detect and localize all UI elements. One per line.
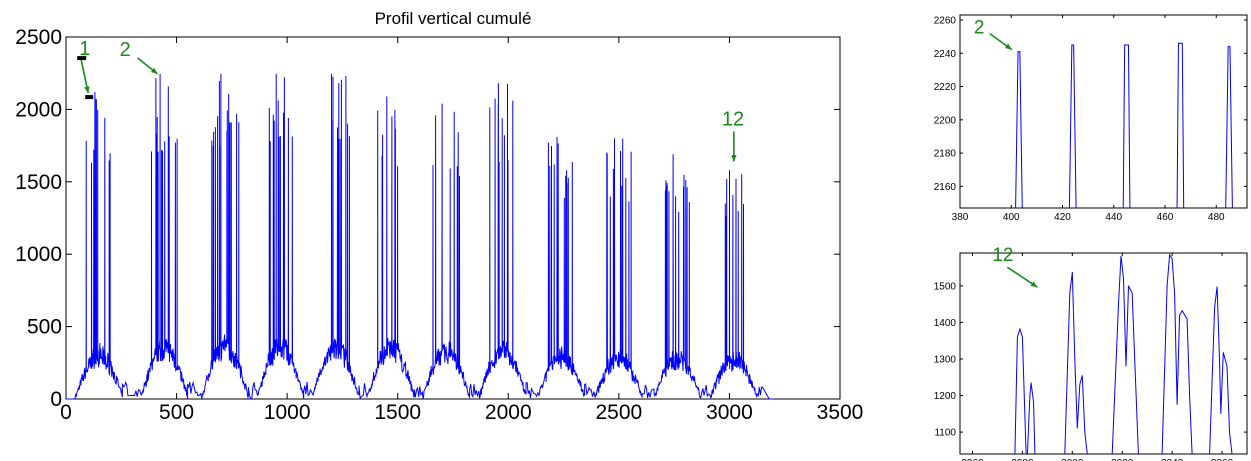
main-series-line: [66, 73, 774, 400]
zoom-top-y-tick-label: 2180: [934, 149, 957, 160]
main-y-tick-label: 2500: [15, 26, 62, 49]
main-x-tick-label: 3000: [706, 401, 753, 424]
main-x-tick-label: 2000: [485, 401, 532, 424]
zoom-bottom-peak: [1209, 286, 1233, 455]
zoom-top-x-axis: 380 400 420 440 460 480: [952, 15, 1225, 223]
zoom-top-annotations: 2: [974, 18, 1013, 51]
zoom-top-peak: [1068, 44, 1077, 209]
zoom-top-peak: [1015, 51, 1023, 209]
zoom-bottom-y-tick-label: 1400: [934, 318, 957, 329]
zoom-bottom-x-tick-label: 2980: [1011, 458, 1034, 461]
zoom-bottom-series: [1014, 253, 1233, 455]
chart-title: Profil vertical cumulé: [375, 9, 532, 28]
zoom-bottom-x-tick-label: 3060: [1211, 458, 1234, 461]
main-annotations: 1 212: [77, 38, 744, 162]
zoom-top-y-tick-label: 2200: [934, 115, 957, 126]
zoom-bottom-x-tick-label: 3020: [1111, 458, 1134, 461]
zoom-bottom-chart: 2960 2980 3000 3020 3040 3060 1100 1200 1300 140…: [934, 245, 1248, 461]
main-x-tick-label: 0: [60, 401, 72, 424]
main-x-tick-label: 1000: [264, 401, 311, 424]
annotation-1-arrow-head: [84, 86, 90, 94]
zoom-top-y-tick-label: 2240: [934, 49, 957, 60]
zoom-top-series: [1015, 42, 1233, 209]
annotation-2-label: 2: [120, 39, 131, 61]
annotation-1-marker-bottom: [85, 95, 94, 100]
main-chart: Profil vertical cumulé 0 500 1000 1500 2000 2…: [15, 9, 863, 424]
zoom-bottom-peak: [1026, 382, 1036, 455]
zoom-top-x-tick-label: 380: [952, 212, 969, 223]
zoom-top-x-tick-label: 400: [1003, 212, 1020, 223]
zoom-bottom-annotation-12-label: 12: [992, 245, 1013, 266]
main-series: [66, 73, 774, 400]
zoom-top-y-tick-label: 2220: [934, 82, 957, 93]
zoom-top-x-tick-label: 480: [1208, 212, 1225, 223]
zoom-bottom-annotations: 12: [992, 245, 1038, 288]
main-y-tick-label: 0: [50, 388, 62, 411]
annotation-1-marker-top: [77, 56, 87, 61]
main-x-tick-label: 500: [159, 401, 194, 424]
annotation-1-label: 1: [79, 38, 90, 60]
zoom-bottom-annotation-12-arrow-head: [1030, 281, 1038, 288]
zoom-bottom-plot-frame: [959, 252, 1248, 455]
zoom-bottom-peak: [1111, 255, 1139, 455]
zoom-bottom-peak: [1014, 327, 1027, 455]
zoom-bottom-y-axis: 1100 1200 1300 1400 1500: [934, 281, 1247, 439]
main-y-tick-label: 500: [27, 316, 62, 339]
main-x-tick-label: 3500: [817, 401, 864, 424]
zoom-bottom-peak: [1064, 271, 1088, 455]
zoom-bottom-peak: [1161, 253, 1193, 455]
main-y-tick-label: 1500: [15, 171, 62, 194]
main-x-tick-label: 2500: [595, 401, 642, 424]
annotation-12-arrow-head: [731, 155, 737, 162]
main-plot-frame: [65, 36, 841, 400]
zoom-top-peak: [1225, 46, 1233, 209]
zoom-bottom-x-tick-label: 3040: [1161, 458, 1184, 461]
zoom-top-plot-frame: [959, 14, 1248, 209]
zoom-top-annotation-2-arrow-head: [1004, 43, 1012, 50]
zoom-bottom-y-tick-label: 1300: [934, 354, 957, 365]
zoom-top-peak: [1176, 42, 1185, 209]
zoom-bottom-y-tick-label: 1500: [934, 281, 957, 292]
zoom-top-chart: 380 400 420 440 460 480 216021802200222022402…: [934, 14, 1248, 223]
main-y-tick-label: 2000: [15, 98, 62, 121]
zoom-top-y-tick-label: 2160: [934, 182, 957, 193]
main-x-axis: 0 500 1000 1500 2000 2500 3000 3500: [60, 37, 863, 424]
zoom-top-annotation-2-label: 2: [974, 18, 985, 39]
zoom-top-x-tick-label: 460: [1157, 212, 1174, 223]
zoom-top-x-tick-label: 420: [1054, 212, 1071, 223]
zoom-top-y-tick-label: 2260: [934, 15, 957, 26]
main-x-tick-label: 1500: [374, 401, 421, 424]
zoom-bottom-x-axis: 2960 2980 3000 3020 3040 3060: [961, 253, 1234, 461]
zoom-top-y-axis: 2160 2180 2200 2220 2240 2260: [934, 15, 1247, 193]
zoom-bottom-x-tick-label: 3000: [1061, 458, 1084, 461]
zoom-top-peak: [1122, 44, 1131, 209]
main-y-tick-label: 1000: [15, 243, 62, 266]
main-y-axis: 0 500 1000 1500 2000 2500: [15, 26, 840, 411]
annotation-2-arrow-head: [150, 67, 158, 74]
zoom-bottom-x-tick-label: 2960: [961, 458, 984, 461]
zoom-bottom-y-tick-label: 1100: [934, 428, 956, 439]
zoom-top-x-tick-label: 440: [1105, 212, 1122, 223]
annotation-12-label: 12: [722, 109, 744, 131]
zoom-bottom-y-tick-label: 1200: [934, 391, 957, 402]
